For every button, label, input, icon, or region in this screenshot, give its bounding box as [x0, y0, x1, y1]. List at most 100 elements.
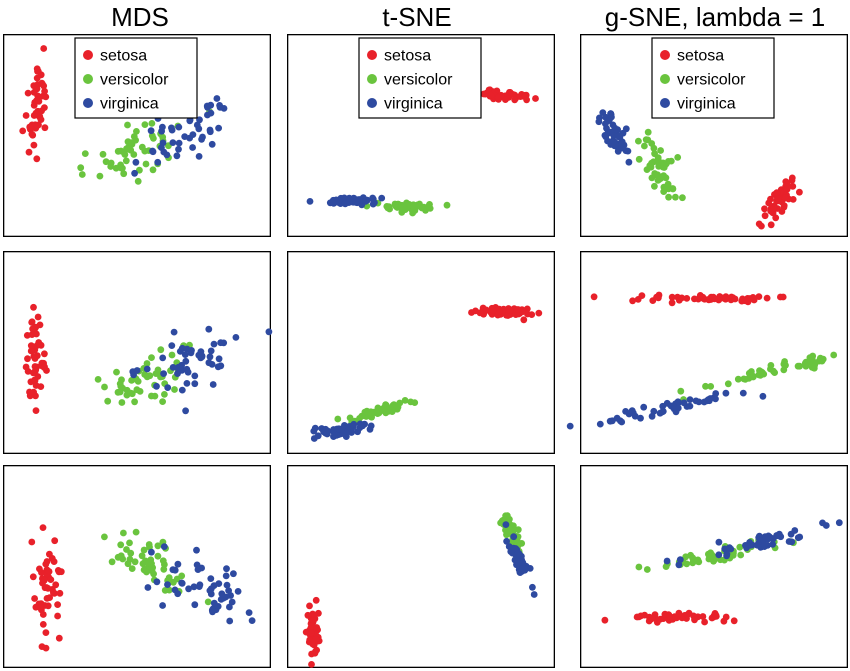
point-virginica — [215, 355, 223, 363]
point-versicolor — [128, 565, 136, 572]
point-virginica — [169, 139, 177, 146]
point-versicolor — [143, 360, 151, 367]
point-versicolor — [367, 410, 375, 418]
point-setosa — [691, 616, 698, 624]
point-versicolor — [154, 542, 162, 550]
point-virginica — [615, 132, 623, 139]
point-virginica — [367, 422, 375, 430]
point-versicolor — [694, 557, 701, 565]
point-virginica — [182, 407, 190, 415]
point-setosa — [44, 602, 52, 610]
point-versicolor — [662, 563, 670, 570]
point-virginica — [196, 116, 203, 124]
point-setosa — [781, 194, 789, 202]
point-versicolor — [767, 365, 774, 373]
point-virginica — [218, 590, 226, 598]
legend-box — [651, 37, 775, 119]
legend-box — [358, 37, 482, 119]
point-setosa — [38, 107, 45, 115]
point-setosa — [54, 612, 61, 620]
point-virginica — [753, 541, 761, 549]
point-setosa — [712, 611, 720, 619]
point-virginica — [322, 425, 329, 433]
point-virginica — [223, 581, 231, 589]
point-virginica — [208, 140, 216, 148]
point-setosa — [40, 82, 48, 90]
point-versicolor — [641, 142, 648, 150]
point-virginica — [168, 342, 176, 349]
point-virginica — [747, 541, 754, 548]
point-versicolor — [107, 159, 115, 167]
point-virginica — [663, 399, 671, 407]
series-setosa — [468, 304, 543, 324]
point-setosa — [312, 648, 319, 655]
point-virginica — [529, 583, 536, 591]
legend-marker-versicolor — [367, 74, 377, 84]
point-versicolor — [149, 166, 157, 174]
point-setosa — [31, 595, 38, 602]
point-virginica — [195, 125, 203, 133]
point-virginica — [769, 541, 777, 548]
point-virginica — [154, 158, 162, 166]
point-virginica — [369, 194, 376, 202]
point-virginica — [147, 127, 155, 135]
point-setosa — [699, 613, 707, 620]
point-versicolor — [141, 121, 149, 128]
point-setosa — [34, 313, 42, 321]
point-virginica — [169, 364, 177, 371]
point-versicolor — [644, 136, 652, 144]
point-versicolor — [131, 558, 139, 566]
point-setosa — [46, 594, 53, 601]
point-virginica — [715, 538, 723, 546]
point-virginica — [515, 549, 522, 557]
point-setosa — [601, 616, 609, 624]
point-setosa — [709, 294, 717, 301]
point-virginica — [207, 585, 215, 593]
point-versicolor — [140, 546, 148, 554]
point-setosa — [696, 293, 704, 300]
column-title-gsne: g-SNE, lambda = 1 — [604, 2, 826, 32]
point-setosa — [653, 293, 660, 301]
point-virginica — [148, 548, 155, 556]
point-setosa — [502, 96, 509, 103]
point-setosa — [701, 618, 708, 626]
point-versicolor — [143, 568, 150, 576]
point-setosa — [31, 355, 39, 362]
point-setosa — [730, 617, 738, 625]
point-versicolor — [403, 199, 410, 207]
point-setosa — [47, 576, 55, 583]
point-versicolor — [102, 158, 110, 166]
point-versicolor — [736, 543, 744, 551]
point-setosa — [30, 303, 37, 311]
point-versicolor — [635, 155, 643, 163]
point-setosa — [40, 576, 48, 584]
point-versicolor — [401, 397, 409, 404]
point-virginica — [196, 581, 204, 589]
point-setosa — [29, 573, 37, 581]
point-versicolor — [648, 174, 656, 182]
point-virginica — [785, 538, 793, 545]
point-versicolor — [705, 550, 712, 558]
series-virginica — [310, 420, 375, 442]
point-virginica — [759, 392, 767, 400]
point-versicolor — [133, 128, 140, 135]
point-virginica — [214, 603, 222, 610]
point-setosa — [487, 91, 495, 99]
point-setosa — [39, 524, 47, 531]
point-setosa — [783, 185, 791, 193]
point-virginica — [189, 144, 197, 151]
point-setosa — [308, 661, 315, 668]
point-virginica — [314, 432, 322, 440]
point-setosa — [590, 293, 598, 301]
point-versicolor — [643, 566, 651, 573]
point-virginica — [245, 609, 253, 616]
point-versicolor — [802, 362, 810, 370]
point-versicolor — [635, 137, 642, 145]
point-virginica — [178, 386, 186, 394]
point-setosa — [671, 613, 679, 621]
point-virginica — [663, 557, 671, 565]
point-virginica — [230, 570, 237, 578]
point-setosa — [767, 221, 775, 229]
point-virginica — [822, 522, 830, 529]
point-setosa — [668, 299, 676, 307]
